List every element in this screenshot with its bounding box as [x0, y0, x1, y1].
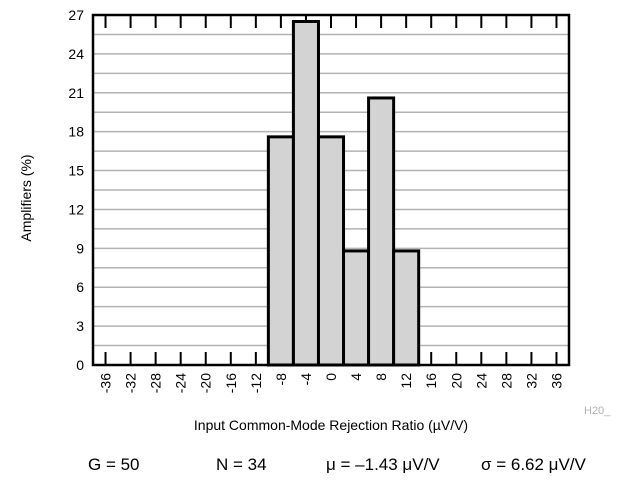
- histogram-bar: [342, 249, 371, 367]
- y-tick-label: 3: [76, 318, 84, 334]
- stat-mean: μ = –1.43 μV/V: [326, 455, 440, 474]
- histogram-bar: [316, 135, 346, 367]
- x-tick-label: -20: [198, 373, 214, 393]
- y-tick-label: 12: [68, 201, 84, 217]
- x-tick-label: -24: [173, 373, 189, 393]
- x-tick-label: 12: [398, 373, 414, 389]
- x-tick-label: -12: [248, 373, 264, 393]
- y-tick-label: 27: [68, 7, 84, 23]
- x-tick-label: 16: [423, 373, 439, 389]
- x-axis-label: Input Common-Mode Rejection Ratio (µV/V): [193, 417, 469, 433]
- x-tick-label: 0: [323, 373, 339, 381]
- y-axis-label: Amplifiers (%): [18, 154, 34, 242]
- histogram-bar: [291, 19, 320, 367]
- histogram-bar: [392, 249, 421, 367]
- stat-sample-count: N = 34: [216, 455, 267, 474]
- y-tick-label: 24: [68, 46, 84, 62]
- figure-id: H20_: [584, 405, 611, 417]
- stat-sigma: σ = 6.62 μV/V: [481, 455, 586, 474]
- x-tick-label: -8: [273, 373, 289, 386]
- y-tick-label: 18: [68, 124, 84, 140]
- x-tick-label: 20: [448, 373, 464, 389]
- stat-gain: G = 50: [88, 455, 140, 474]
- y-tick-label: 21: [68, 85, 84, 101]
- x-tick-label: 4: [348, 373, 364, 381]
- x-tick-label: 8: [373, 373, 389, 381]
- histogram-bar: [367, 96, 396, 367]
- y-tick-label: 6: [76, 279, 84, 295]
- plot-frame: [91, 13, 571, 367]
- y-tick-label: 15: [68, 163, 84, 179]
- x-tick-label: -4: [298, 373, 314, 386]
- y-tick-label: 0: [76, 357, 84, 373]
- x-tick-label: -36: [98, 373, 114, 393]
- histogram-bar: [266, 135, 295, 367]
- x-tick-label: 32: [523, 373, 539, 389]
- x-tick-label: 36: [548, 373, 564, 389]
- x-tick-label: -32: [123, 373, 139, 393]
- x-tick-label: -16: [223, 373, 239, 393]
- x-tick-label: -28: [148, 373, 164, 393]
- x-tick-label: 24: [473, 373, 489, 389]
- x-tick-label: 28: [498, 373, 514, 389]
- y-tick-label: 9: [76, 240, 84, 256]
